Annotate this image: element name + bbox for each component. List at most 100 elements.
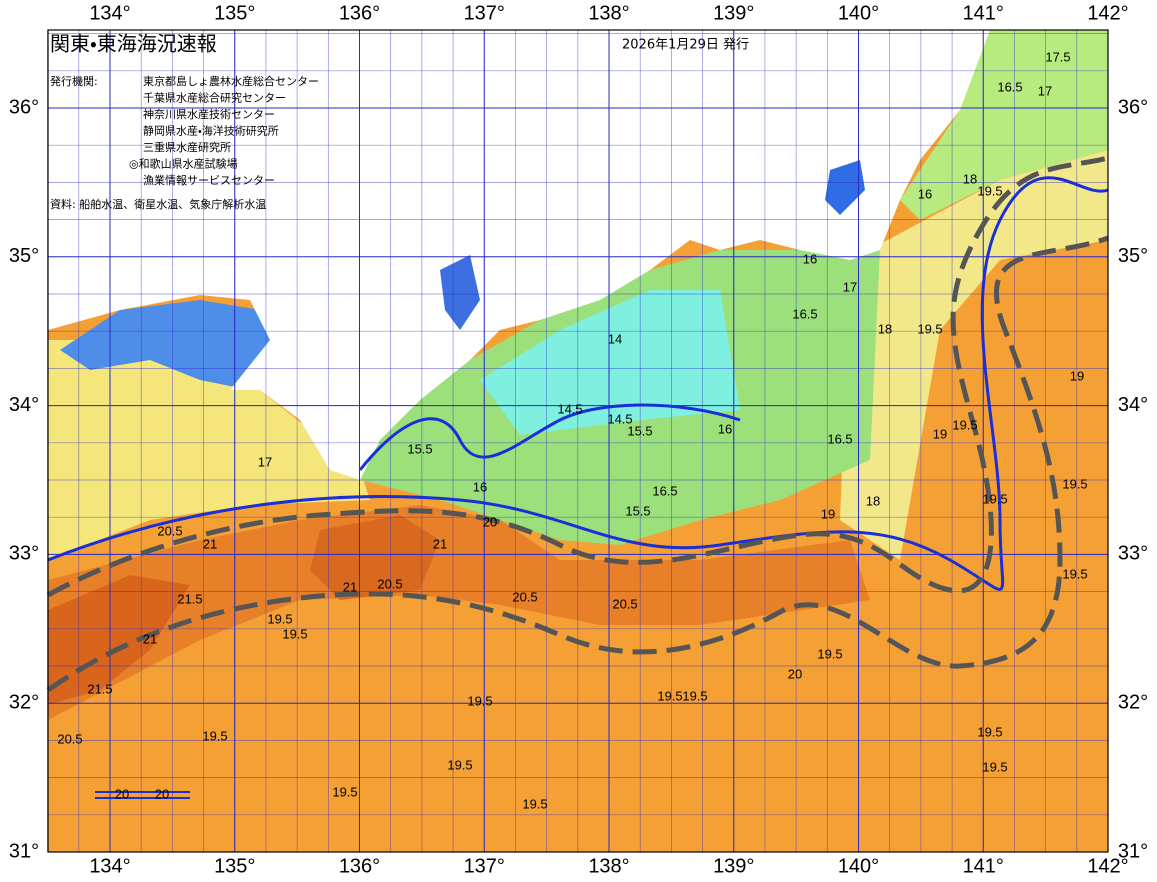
isotherm-label: 18 <box>878 321 892 336</box>
issuer: ◎和歌山県水産試験場 <box>129 157 238 171</box>
isotherm-label: 16 <box>473 479 487 494</box>
isotherm-label: 19.5 <box>977 183 1002 198</box>
lon-label-top: 142° <box>1087 2 1128 24</box>
isotherm-label: 19.5 <box>522 796 547 811</box>
isotherm-label: 19.5 <box>657 688 682 703</box>
issuer: 神奈川県水産技術センター <box>143 107 275 121</box>
isotherm-label: 16.5 <box>997 79 1022 94</box>
yellow-zone-east <box>840 150 1108 560</box>
isotherm-label: 20.5 <box>157 523 182 538</box>
issuer: 漁業情報サービスセンター <box>143 173 275 187</box>
title: 関東・東海海況速報 <box>50 32 217 56</box>
issue-date: 2026年1月29日 発行 <box>622 38 749 53</box>
lat-label-right: 32° <box>1118 691 1148 713</box>
isotherm-label: 19.5 <box>977 724 1002 739</box>
issuers-label: 発行機関: <box>50 74 98 88</box>
isotherm-label: 20 <box>788 666 802 681</box>
isotherm-label: 17 <box>258 454 272 469</box>
isotherm-label: 19.5 <box>1062 476 1087 491</box>
kuroshio-edge <box>46 155 1109 598</box>
lat-label-right: 35° <box>1118 245 1148 267</box>
lon-label-bottom: 139° <box>713 855 754 877</box>
scale-label: 20 <box>115 786 129 801</box>
issuer: 静岡県水産・海洋技術研究所 <box>143 124 279 138</box>
lon-label-top: 135° <box>214 2 255 24</box>
lon-label-bottom: 134° <box>89 855 130 877</box>
isotherm-label: 19 <box>933 426 947 441</box>
isotherm-label: 18 <box>963 171 977 186</box>
lon-label-top: 140° <box>838 2 879 24</box>
lat-label-left: 34° <box>9 394 39 416</box>
isotherm-20 <box>48 176 1108 591</box>
inland-sea <box>60 300 300 390</box>
lon-label-bottom: 142° <box>1087 855 1128 877</box>
lat-label-left: 33° <box>9 543 39 565</box>
isotherm-label: 17 <box>843 279 857 294</box>
isotherm-label: 21.5 <box>177 591 202 606</box>
isotherm-label: 21 <box>433 536 447 551</box>
isotherm-label: 15.5 <box>627 423 652 438</box>
lon-label-top: 136° <box>339 2 380 24</box>
lat-label-right: 34° <box>1118 394 1148 416</box>
warm-core <box>310 515 440 600</box>
issuer: 三重県水産研究所 <box>143 140 231 154</box>
source: 資料: 船舶水温、衛星水温、気象庁解析水温 <box>50 197 266 211</box>
isotherm-label: 19.5 <box>202 728 227 743</box>
isotherm-label: 16 <box>918 186 932 201</box>
lat-label-left: 32° <box>9 691 39 713</box>
isotherm-label: 20.5 <box>57 731 82 746</box>
isotherm-label: 21 <box>203 536 217 551</box>
lon-label-bottom: 135° <box>214 855 255 877</box>
land <box>48 30 990 480</box>
issuer: 東京都島しょ農林水産総合センター <box>143 74 319 88</box>
ise-bay <box>440 255 480 330</box>
isotherm-label: 16 <box>718 421 732 436</box>
isotherm-label: 18 <box>866 493 880 508</box>
isotherm-label: 16.5 <box>652 483 677 498</box>
lat-label-right: 33° <box>1118 543 1148 565</box>
isotherm-label: 16.5 <box>792 306 817 321</box>
isotherm-label: 14 <box>608 331 622 346</box>
isotherm-label: 20.5 <box>512 589 537 604</box>
isotherm-label: 19.5 <box>1062 566 1087 581</box>
scale-label: 20 <box>155 786 169 801</box>
lat-label-left: 31° <box>9 840 39 862</box>
lon-label-top: 137° <box>464 2 505 24</box>
lat-label-right: 36° <box>1118 96 1148 118</box>
isotherm-label: 17 <box>1038 83 1052 98</box>
isotherm-label: 21 <box>143 631 157 646</box>
lon-label-bottom: 136° <box>339 855 380 877</box>
isotherm-label: 19.5 <box>982 491 1007 506</box>
cyan-zone <box>480 290 740 435</box>
lon-label-bottom: 137° <box>464 855 505 877</box>
isotherm-label: 15.5 <box>407 441 432 456</box>
isotherm-label: 17.5 <box>1045 49 1070 64</box>
isotherm-label: 19.5 <box>917 321 942 336</box>
isotherm-label: 19 <box>821 506 835 521</box>
tokyo-bay <box>825 160 865 215</box>
isotherm-label: 14.5 <box>607 411 632 426</box>
lat-label-right: 31° <box>1118 840 1148 862</box>
isotherm-label: 19.5 <box>982 759 1007 774</box>
isotherm-label: 21.5 <box>87 681 112 696</box>
lon-label-bottom: 141° <box>963 855 1004 877</box>
yellow-zone-west <box>48 340 370 560</box>
lon-label-bottom: 140° <box>838 855 879 877</box>
isotherm-label: 16 <box>803 251 817 266</box>
isotherm-label: 19.5 <box>267 611 292 626</box>
lat-label-left: 35° <box>9 245 39 267</box>
lon-label-top: 139° <box>713 2 754 24</box>
isotherm-label: 20.5 <box>612 596 637 611</box>
lon-label-top: 134° <box>89 2 130 24</box>
isotherm-label: 21 <box>343 579 357 594</box>
kuroshio-axis <box>46 235 1109 693</box>
map-frame <box>47 29 1109 853</box>
isotherm-label: 15.5 <box>625 503 650 518</box>
lon-label-top: 138° <box>588 2 629 24</box>
issuer: 千葉県水産総合研究センター <box>143 91 286 105</box>
lat-label-left: 36° <box>9 96 39 118</box>
isotherm-label: 19.5 <box>952 417 977 432</box>
warmest-zone <box>48 575 190 705</box>
isotherm-label: 19.5 <box>467 693 492 708</box>
